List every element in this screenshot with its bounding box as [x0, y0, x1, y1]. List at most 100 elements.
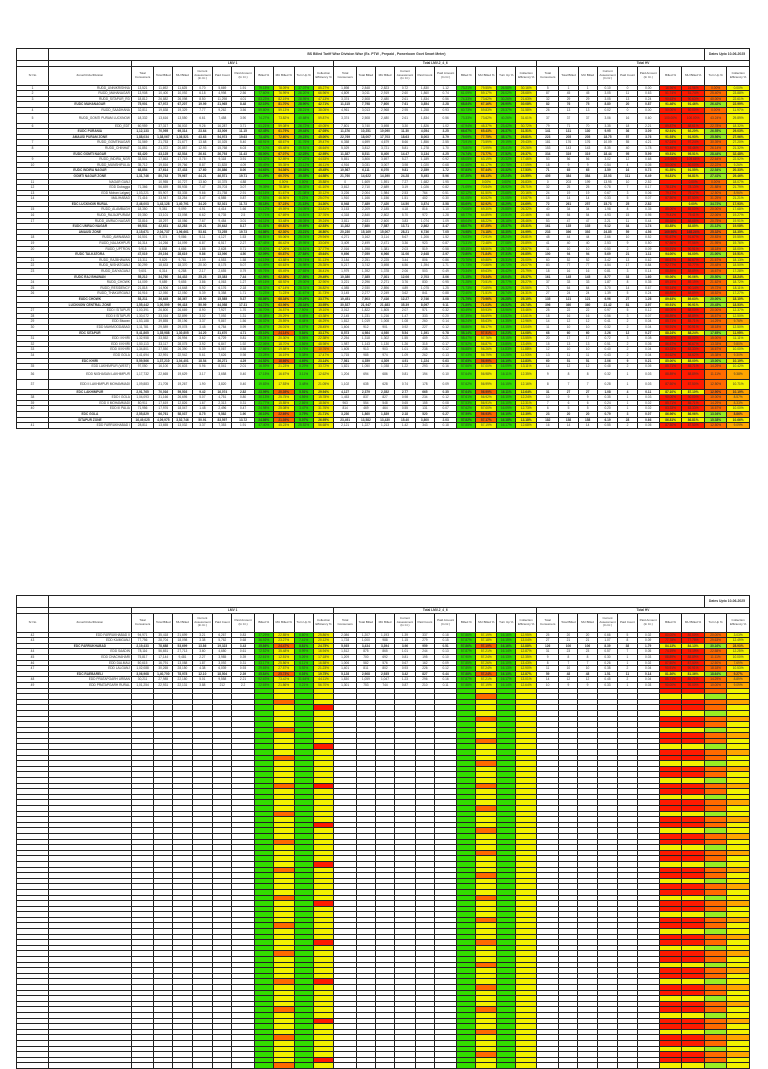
- value-cell: 16: [577, 268, 598, 275]
- value-cell: 2,121: [333, 422, 357, 429]
- value-cell: 7,353: [212, 422, 233, 429]
- value-cell: 60: [536, 357, 560, 365]
- value-cell: 1.25: [433, 284, 458, 292]
- value-cell: 0.32: [596, 368, 619, 380]
- value-cell: 827: [374, 394, 396, 401]
- column-header: Turn Up %: [703, 612, 728, 633]
- percent-cell: [658, 1062, 683, 1069]
- value-cell: 0.18: [433, 422, 458, 429]
- percent-cell: 57.85%: [456, 422, 477, 429]
- value-cell: 1,834: [414, 112, 435, 124]
- table-row: 2 RUDD_MAHANAGAR 13,908 10,400 10,092 6.18 4,9…: [16, 90, 750, 97]
- table-row: 11 NAGAR GANJ 10,955 10,727 13.60 10,375 4.88 0…: [16, 178, 750, 186]
- value-cell: 1,227: [355, 422, 376, 429]
- value-cell: 0.03: [636, 368, 660, 380]
- table-row: [16, 782, 750, 790]
- percent-cell: 26.98%: [293, 262, 314, 269]
- percent-cell: 26.74%: [496, 290, 517, 297]
- percent-cell: 31.67%: [293, 290, 314, 297]
- value-cell: 16: [536, 422, 560, 429]
- value-cell: 37: [536, 279, 560, 286]
- percent-cell: 5.51%: [293, 388, 314, 396]
- value-cell: 1,102: [333, 378, 357, 390]
- percent-cell: 57.64%: [456, 368, 477, 380]
- value-cell: 1.70: [231, 307, 255, 314]
- percent-cell: 16.15%: [496, 378, 517, 390]
- percent-cell: 27.31%: [496, 251, 517, 258]
- value-cell: 13,616: [153, 112, 174, 124]
- value-cell: 1,898: [333, 84, 357, 92]
- value-cell: 1,605: [333, 346, 357, 353]
- percent-cell: 30.26%: [496, 95, 517, 103]
- percent-cell: 9.38%: [726, 368, 750, 380]
- percent-cell: 29.74%: [293, 256, 314, 264]
- value-cell: 1.90: [231, 411, 255, 418]
- percent-cell: 57.62%: [456, 405, 477, 413]
- percent-cell: 71.89%: [456, 301, 477, 309]
- value-cell: 5.07: [231, 262, 255, 269]
- value-cell: 3.37: [191, 422, 214, 429]
- percent-cell: 89.63%: [658, 296, 683, 303]
- percent-cell: 85.00%: [658, 335, 683, 342]
- percent-cell: 77.60%: [253, 90, 274, 97]
- value-cell: 5,59,566: [130, 357, 155, 365]
- table-row: [16, 732, 750, 739]
- percent-cell: 40.26%: [496, 112, 517, 124]
- value-cell: 3,221: [333, 279, 357, 286]
- percent-cell: 87.10%: [658, 388, 683, 396]
- value-cell: 1,812: [333, 318, 357, 325]
- sr-no-cell: [16, 1062, 49, 1069]
- column-header: Paid Amount (In Cr.): [433, 612, 458, 633]
- value-cell: 27: [536, 290, 560, 297]
- percent-cell: 26.58%: [496, 84, 517, 92]
- percent-cell: 15.38%: [703, 351, 728, 359]
- percent-cell: 87.50%: [681, 378, 705, 390]
- table-row: 23 RUDD_DAIYAGANJ 9,601 6,314 6,288 2.17 2,655…: [16, 268, 750, 275]
- value-cell: 0.80: [231, 394, 255, 401]
- percent-cell: 18.96%: [496, 307, 517, 314]
- value-cell: [374, 1062, 396, 1069]
- column-header: Current Assessment (In Cr.): [394, 612, 416, 633]
- value-cell: 26,994: [172, 335, 193, 342]
- percent-cell: 20.50%: [703, 273, 728, 281]
- column-header: Billed %: [658, 612, 683, 633]
- value-cell: 18,332: [130, 112, 155, 124]
- table-row: 32 EDD II KHIRI 1,50,113 33,117 28,075 3.92 6,…: [16, 340, 750, 348]
- percent-cell: 73.33%: [456, 112, 477, 124]
- column-header: Paid Amount (In Cr.): [433, 65, 458, 86]
- value-cell: 22: [558, 307, 579, 314]
- percent-cell: 26.20%: [293, 90, 314, 97]
- column-header: Collection Efficiency %: [726, 65, 750, 86]
- value-cell: 10,092: [172, 90, 193, 97]
- column-header: MU Billed: [577, 65, 598, 86]
- value-cell: 1,453: [333, 394, 357, 401]
- value-cell: 1.71: [433, 262, 458, 269]
- value-cell: 0.32: [433, 307, 458, 314]
- percent-cell: 10.19%: [726, 357, 750, 365]
- percent-cell: 14.15%: [496, 323, 517, 331]
- division-wise-table-1: BS Billed Tariff Wise Division Wise (Ex.…: [16, 48, 750, 429]
- value-cell: 3,374: [333, 95, 357, 103]
- percent-cell: 57.64%: [456, 388, 477, 396]
- value-cell: 17: [558, 335, 579, 342]
- value-cell: 16: [558, 268, 579, 275]
- value-cell: 55,212: [130, 273, 155, 281]
- value-cell: [617, 1062, 638, 1069]
- value-cell: 1,204: [333, 368, 357, 380]
- value-cell: 2,823: [374, 84, 396, 92]
- value-cell: 0.28: [596, 378, 619, 390]
- percent-cell: 65.76%: [253, 268, 274, 275]
- percent-cell: 72.80%: [456, 251, 477, 258]
- value-cell: 13: [577, 340, 598, 348]
- value-cell: 0.79: [231, 268, 255, 275]
- percent-cell: 15.85%: [496, 340, 517, 348]
- value-cell: 53,211: [130, 296, 155, 303]
- percent-cell: 56.99%: [475, 378, 498, 390]
- value-cell: 396: [536, 301, 560, 309]
- table-row: [16, 754, 750, 762]
- value-cell: 11,315: [333, 101, 357, 108]
- value-cell: 21,705: [153, 378, 174, 390]
- value-cell: 1,50,113: [130, 340, 155, 348]
- sr-no-cell: 5: [16, 112, 49, 124]
- value-cell: 0.12: [433, 394, 458, 401]
